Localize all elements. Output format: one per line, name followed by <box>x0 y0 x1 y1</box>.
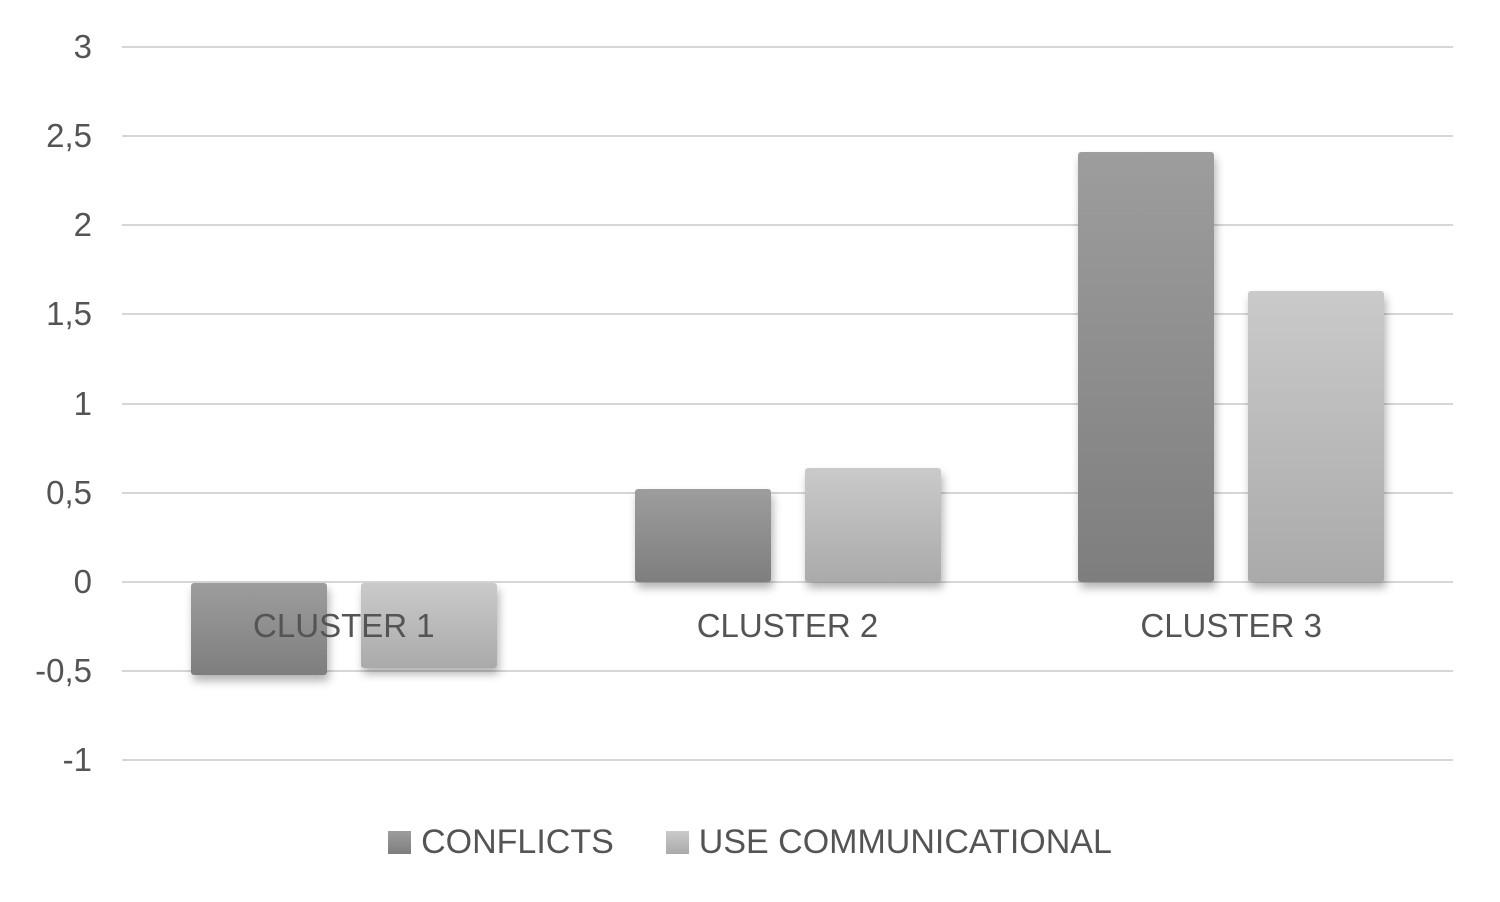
legend-swatch-icon <box>665 830 689 854</box>
y-axis-tick-label: -1 <box>62 741 92 778</box>
bar-conflicts-cluster-3 <box>1078 152 1215 582</box>
y-axis-tick-label: 3 <box>73 28 92 65</box>
x-axis-category-label: CLUSTER 2 <box>696 607 879 644</box>
x-axis-category-label: CLUSTER 1 <box>253 607 435 644</box>
gridline <box>122 46 1453 48</box>
y-axis-tick-label: -0,5 <box>35 651 92 689</box>
gridline <box>122 313 1453 316</box>
legend-item-use-communicational: USE COMMUNICATIONAL <box>665 822 1112 862</box>
legend: CONFLICTS USE COMMUNICATIONAL <box>0 820 1500 864</box>
legend-swatch-icon <box>388 830 412 854</box>
bar-use-communicational-cluster-2 <box>804 467 941 582</box>
bar-use-communicational-cluster-1 <box>360 582 497 669</box>
y-axis-tick-label: 0 <box>73 562 92 600</box>
gridline <box>122 759 1453 761</box>
bar-use-communicational-cluster-3 <box>1248 291 1385 582</box>
gridline <box>122 402 1453 405</box>
gridline <box>122 135 1453 138</box>
legend-item-conflicts: CONFLICTS <box>388 823 614 862</box>
y-axis-tick-label: 1 <box>73 384 92 422</box>
gridline <box>122 491 1453 494</box>
gridline <box>122 669 1453 672</box>
legend-label: CONFLICTS <box>421 822 614 861</box>
legend-label: USE COMMUNICATIONAL <box>698 822 1112 861</box>
x-axis-category-label: CLUSTER 3 <box>1140 607 1322 644</box>
y-axis-tick-label: 1,5 <box>46 295 92 333</box>
y-axis-tick-label: 2,5 <box>46 117 92 155</box>
bar-conflicts-cluster-2 <box>634 489 771 582</box>
y-axis-tick-label: 2 <box>73 206 92 244</box>
gridline <box>122 580 1453 583</box>
y-axis-tick-label: 0,5 <box>46 473 92 511</box>
gridline <box>122 224 1453 227</box>
bar-conflicts-cluster-1 <box>190 582 327 676</box>
